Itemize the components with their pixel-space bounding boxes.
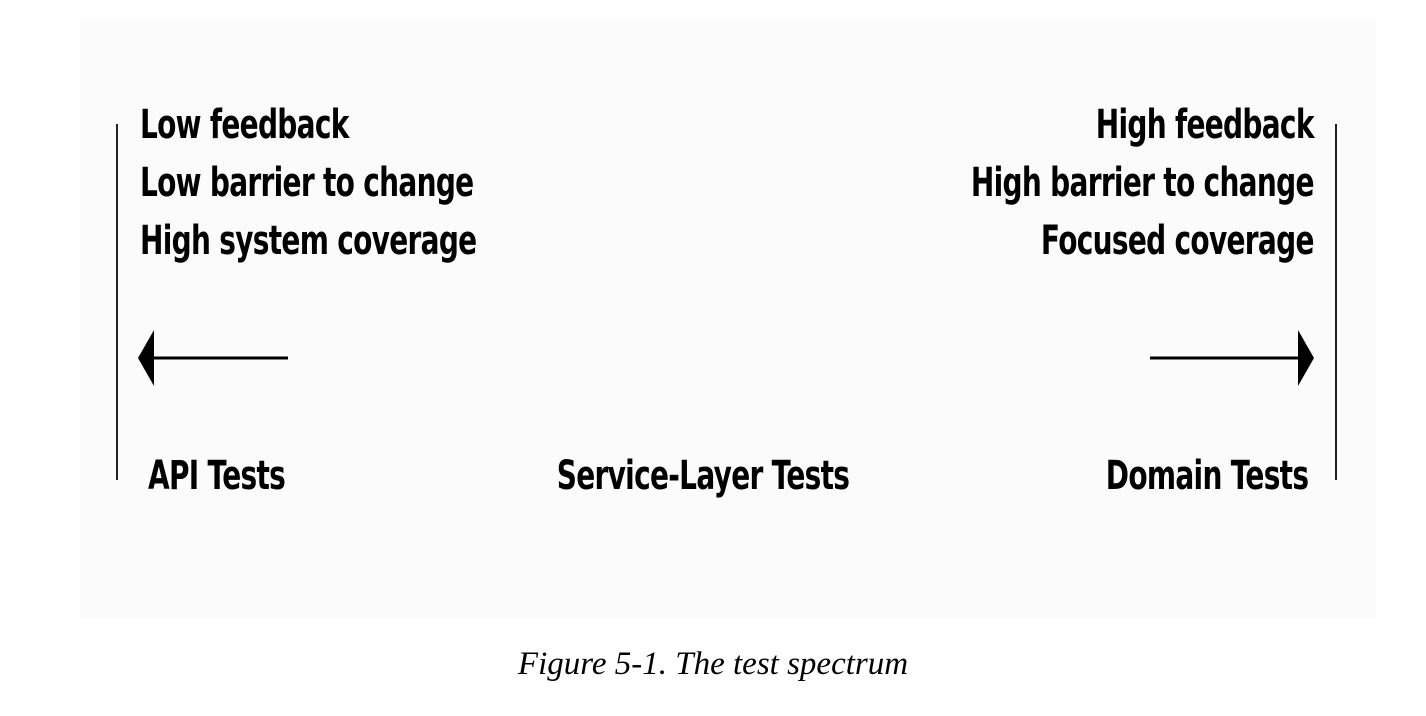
left-boundary-line — [116, 124, 118, 480]
right-attributes: High feedback High barrier to change Foc… — [971, 96, 1315, 270]
api-tests-label: API Tests — [148, 453, 286, 499]
left-attribute-barrier: Low barrier to change — [140, 160, 474, 206]
figure-panel — [80, 18, 1376, 618]
left-attributes: Low feedback Low barrier to change High … — [140, 96, 477, 270]
right-attribute-barrier: High barrier to change — [971, 160, 1315, 206]
service-layer-tests-label: Service-Layer Tests — [556, 453, 850, 499]
domain-tests-label: Domain Tests — [1105, 453, 1308, 499]
figure-caption: Figure 5-1. The test spectrum — [517, 646, 909, 682]
arrow-right-icon — [1150, 330, 1314, 386]
left-attribute-coverage: High system coverage — [140, 218, 477, 264]
right-boundary-line — [1335, 124, 1337, 480]
left-attribute-feedback: Low feedback — [140, 102, 349, 148]
right-attribute-coverage: Focused coverage — [1041, 218, 1315, 264]
arrow-left-icon — [138, 330, 288, 386]
right-attribute-feedback: High feedback — [1095, 102, 1315, 148]
